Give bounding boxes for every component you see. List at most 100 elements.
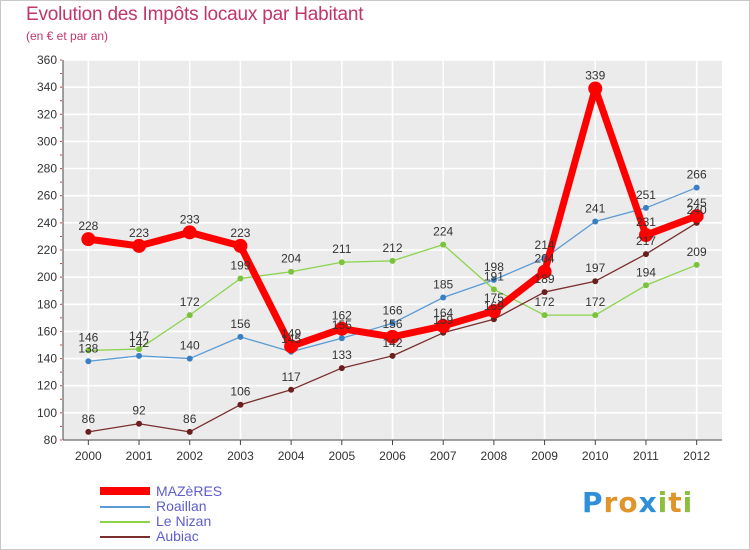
y-minor-tick	[60, 439, 62, 441]
x-tick-label: 2003	[227, 449, 254, 463]
y-minor-tick	[60, 263, 62, 265]
data-point	[642, 204, 649, 211]
x-tick-label: 2012	[683, 449, 710, 463]
data-label: 189	[535, 272, 555, 286]
data-label: 149	[281, 326, 301, 340]
data-point	[490, 276, 497, 283]
x-tick-label: 2005	[328, 449, 355, 463]
data-label: 228	[78, 219, 98, 233]
data-label: 211	[332, 242, 351, 256]
data-point	[237, 333, 244, 340]
data-point	[642, 282, 649, 289]
data-point	[81, 232, 96, 247]
data-point	[85, 428, 92, 435]
y-minor-tick	[60, 317, 62, 319]
y-tick-label: 80	[44, 433, 58, 447]
logo-letter: x	[638, 486, 658, 519]
data-label: 117	[282, 370, 301, 384]
legend-swatch-mazeres	[100, 487, 150, 495]
y-tick-label: 320	[37, 107, 57, 121]
y-minor-tick	[60, 344, 62, 346]
data-label: 217	[636, 234, 656, 248]
data-point	[638, 228, 653, 243]
data-label: 241	[585, 202, 605, 216]
x-tick-label: 2006	[379, 449, 406, 463]
data-label: 156	[382, 317, 402, 331]
data-point	[440, 294, 447, 301]
y-minor-tick	[60, 86, 62, 88]
data-label: 142	[129, 336, 149, 350]
logo-letter: i	[682, 486, 694, 519]
data-label: 145	[281, 332, 301, 346]
data-label: 147	[129, 329, 149, 343]
y-minor-tick	[60, 249, 62, 251]
legend-swatch-le-nizan	[100, 521, 150, 523]
y-tick-label: 140	[37, 352, 57, 366]
y-minor-tick	[60, 330, 62, 332]
data-point	[338, 365, 345, 372]
data-label: 146	[78, 330, 98, 344]
data-label: 223	[230, 226, 250, 240]
data-point	[436, 319, 451, 333]
data-point	[588, 81, 603, 96]
legend-item-mazeres: MAZèRES	[100, 483, 300, 499]
data-point	[440, 241, 447, 248]
data-label: 140	[180, 339, 200, 353]
data-label: 224	[433, 225, 453, 239]
data-label: 172	[535, 295, 555, 309]
data-point	[338, 335, 345, 342]
y-minor-tick	[60, 100, 62, 102]
data-label: 204	[535, 252, 555, 266]
legend-swatch-aubiac	[100, 536, 150, 538]
data-point	[693, 261, 700, 268]
data-label: 86	[183, 412, 197, 426]
y-minor-tick	[60, 358, 62, 360]
data-label: 142	[382, 336, 402, 350]
data-point	[490, 286, 497, 293]
y-minor-tick	[60, 127, 62, 129]
chart-title: Evolution des Impôts locaux par Habitant	[26, 4, 364, 25]
x-tick-label: 2010	[582, 449, 609, 463]
y-minor-tick	[60, 276, 62, 278]
y-minor-tick	[60, 290, 62, 292]
y-tick-label: 340	[37, 80, 57, 94]
y-minor-tick	[60, 303, 62, 305]
y-minor-tick	[60, 154, 62, 156]
y-tick-label: 300	[37, 134, 57, 148]
data-point	[338, 259, 345, 266]
data-label: 106	[230, 385, 250, 399]
y-tick-label: 200	[37, 270, 57, 284]
data-point	[537, 264, 552, 279]
legend-label-mazeres: MAZèRES	[156, 483, 223, 499]
chart-legend: MAZèRES Roaillan Le Nizan Aubiac	[100, 483, 300, 544]
legend-item-le-nizan: Le Nizan	[100, 513, 300, 529]
data-point	[237, 275, 244, 282]
y-tick-label: 180	[37, 297, 57, 311]
data-label: 204	[281, 252, 301, 266]
y-minor-tick	[60, 59, 62, 61]
logo-letter: o	[618, 486, 639, 519]
y-minor-tick	[60, 168, 62, 170]
data-label: 199	[230, 259, 250, 273]
data-point	[85, 347, 92, 354]
data-label: 166	[382, 303, 402, 317]
data-label: 92	[132, 404, 146, 418]
y-tick-label: 240	[37, 216, 57, 230]
data-label: 251	[636, 188, 656, 202]
data-label: 233	[180, 212, 200, 226]
data-label: 86	[82, 412, 96, 426]
y-tick-label: 120	[37, 379, 57, 393]
data-point	[486, 304, 501, 319]
data-label: 156	[230, 317, 250, 331]
data-point	[334, 321, 349, 336]
data-label: 209	[687, 245, 707, 259]
data-label: 194	[636, 265, 656, 279]
data-label: 162	[332, 309, 352, 323]
data-point	[288, 268, 295, 275]
data-label: 339	[585, 69, 605, 83]
x-tick-label: 2001	[126, 449, 153, 463]
data-point	[541, 289, 548, 296]
data-label: 231	[636, 215, 656, 229]
data-point	[284, 339, 299, 354]
